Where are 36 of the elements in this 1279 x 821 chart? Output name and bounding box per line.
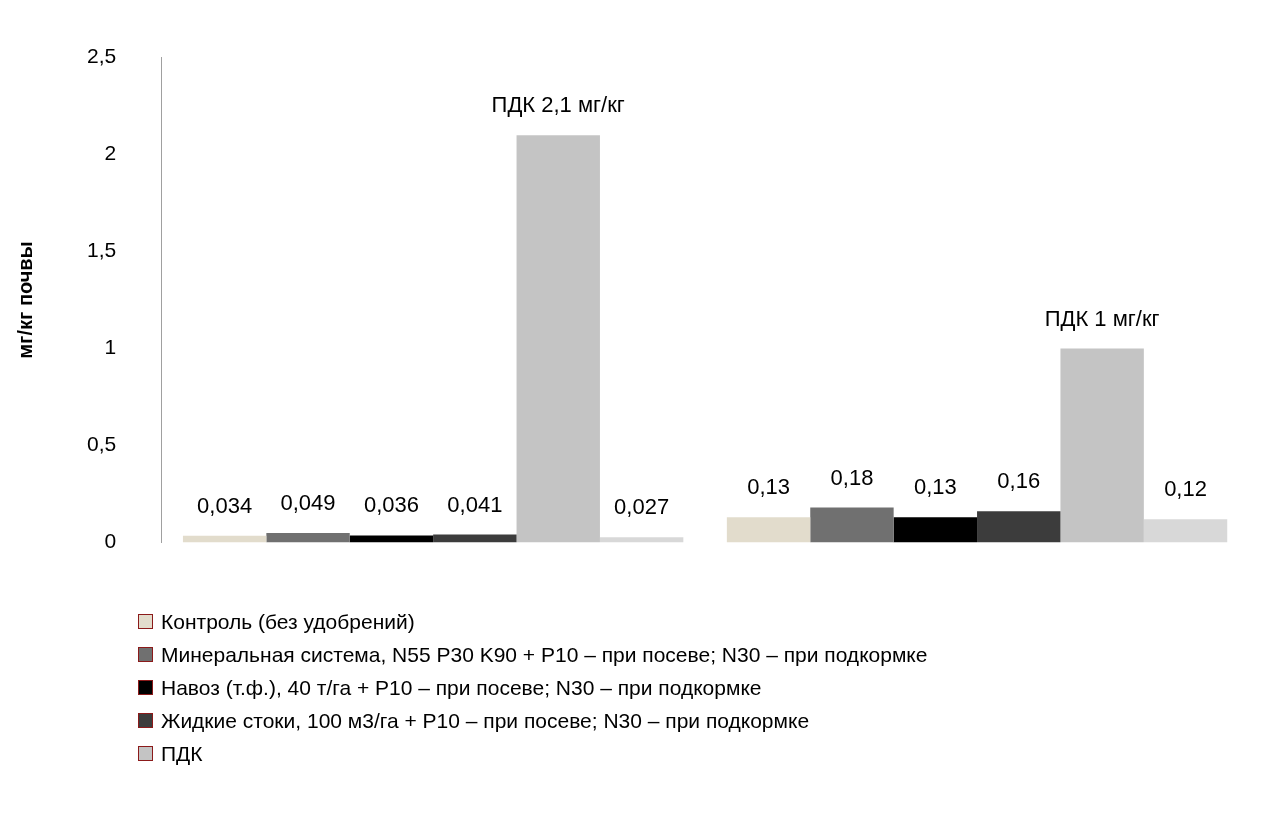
bar bbox=[893, 517, 978, 543]
data-label: ПДК 1 мг/кг bbox=[1044, 305, 1160, 331]
legend-label: ПДК bbox=[161, 741, 203, 767]
data-label: 0,13 bbox=[913, 474, 957, 500]
legend-label: Навоз (т.ф.), 40 т/га + P10 – при посеве; N30 – при подкормке bbox=[161, 675, 762, 701]
y-axis-title: мг/кг почвы bbox=[13, 241, 36, 359]
data-label: 0,16 bbox=[997, 468, 1041, 494]
data-label: 0,036 bbox=[363, 492, 419, 518]
legend-label: Контроль (без удобрений) bbox=[161, 609, 415, 635]
y-tick-label: 2,5 bbox=[86, 44, 117, 68]
data-label: 0,034 bbox=[197, 492, 253, 518]
bar bbox=[599, 537, 684, 543]
bar bbox=[977, 511, 1061, 543]
y-tick-label: 0,5 bbox=[86, 432, 117, 456]
legend-label: Минеральная система, N55 P30 K90 + P10 – при посеве; N30 – при подкормке bbox=[161, 642, 928, 668]
data-label: 0,13 bbox=[747, 474, 790, 500]
data-label: 0,18 bbox=[830, 464, 874, 490]
bar bbox=[1143, 519, 1228, 543]
y-tick-label: 2 bbox=[104, 141, 117, 165]
legend-label: Жидкие стоки, 100 м3/га + P10 – при посеве; N30 – при подкормке bbox=[161, 708, 810, 734]
y-tick-label: 1 bbox=[104, 335, 117, 359]
bar bbox=[726, 517, 811, 543]
bar bbox=[1060, 348, 1144, 543]
y-tick-label: 1,5 bbox=[86, 238, 117, 262]
bar bbox=[182, 535, 267, 543]
bar bbox=[266, 532, 350, 543]
data-label: 0,049 bbox=[280, 489, 336, 515]
bar bbox=[349, 535, 434, 543]
data-label: 0,041 bbox=[447, 491, 503, 517]
y-tick-label: 0 bbox=[104, 529, 117, 553]
data-label: ПДК 2,1 мг/кг bbox=[491, 92, 625, 118]
bar bbox=[516, 135, 600, 543]
data-label: 0,12 bbox=[1164, 476, 1207, 502]
bar bbox=[433, 534, 517, 543]
bar bbox=[810, 507, 894, 543]
data-label: 0,027 bbox=[614, 494, 670, 520]
